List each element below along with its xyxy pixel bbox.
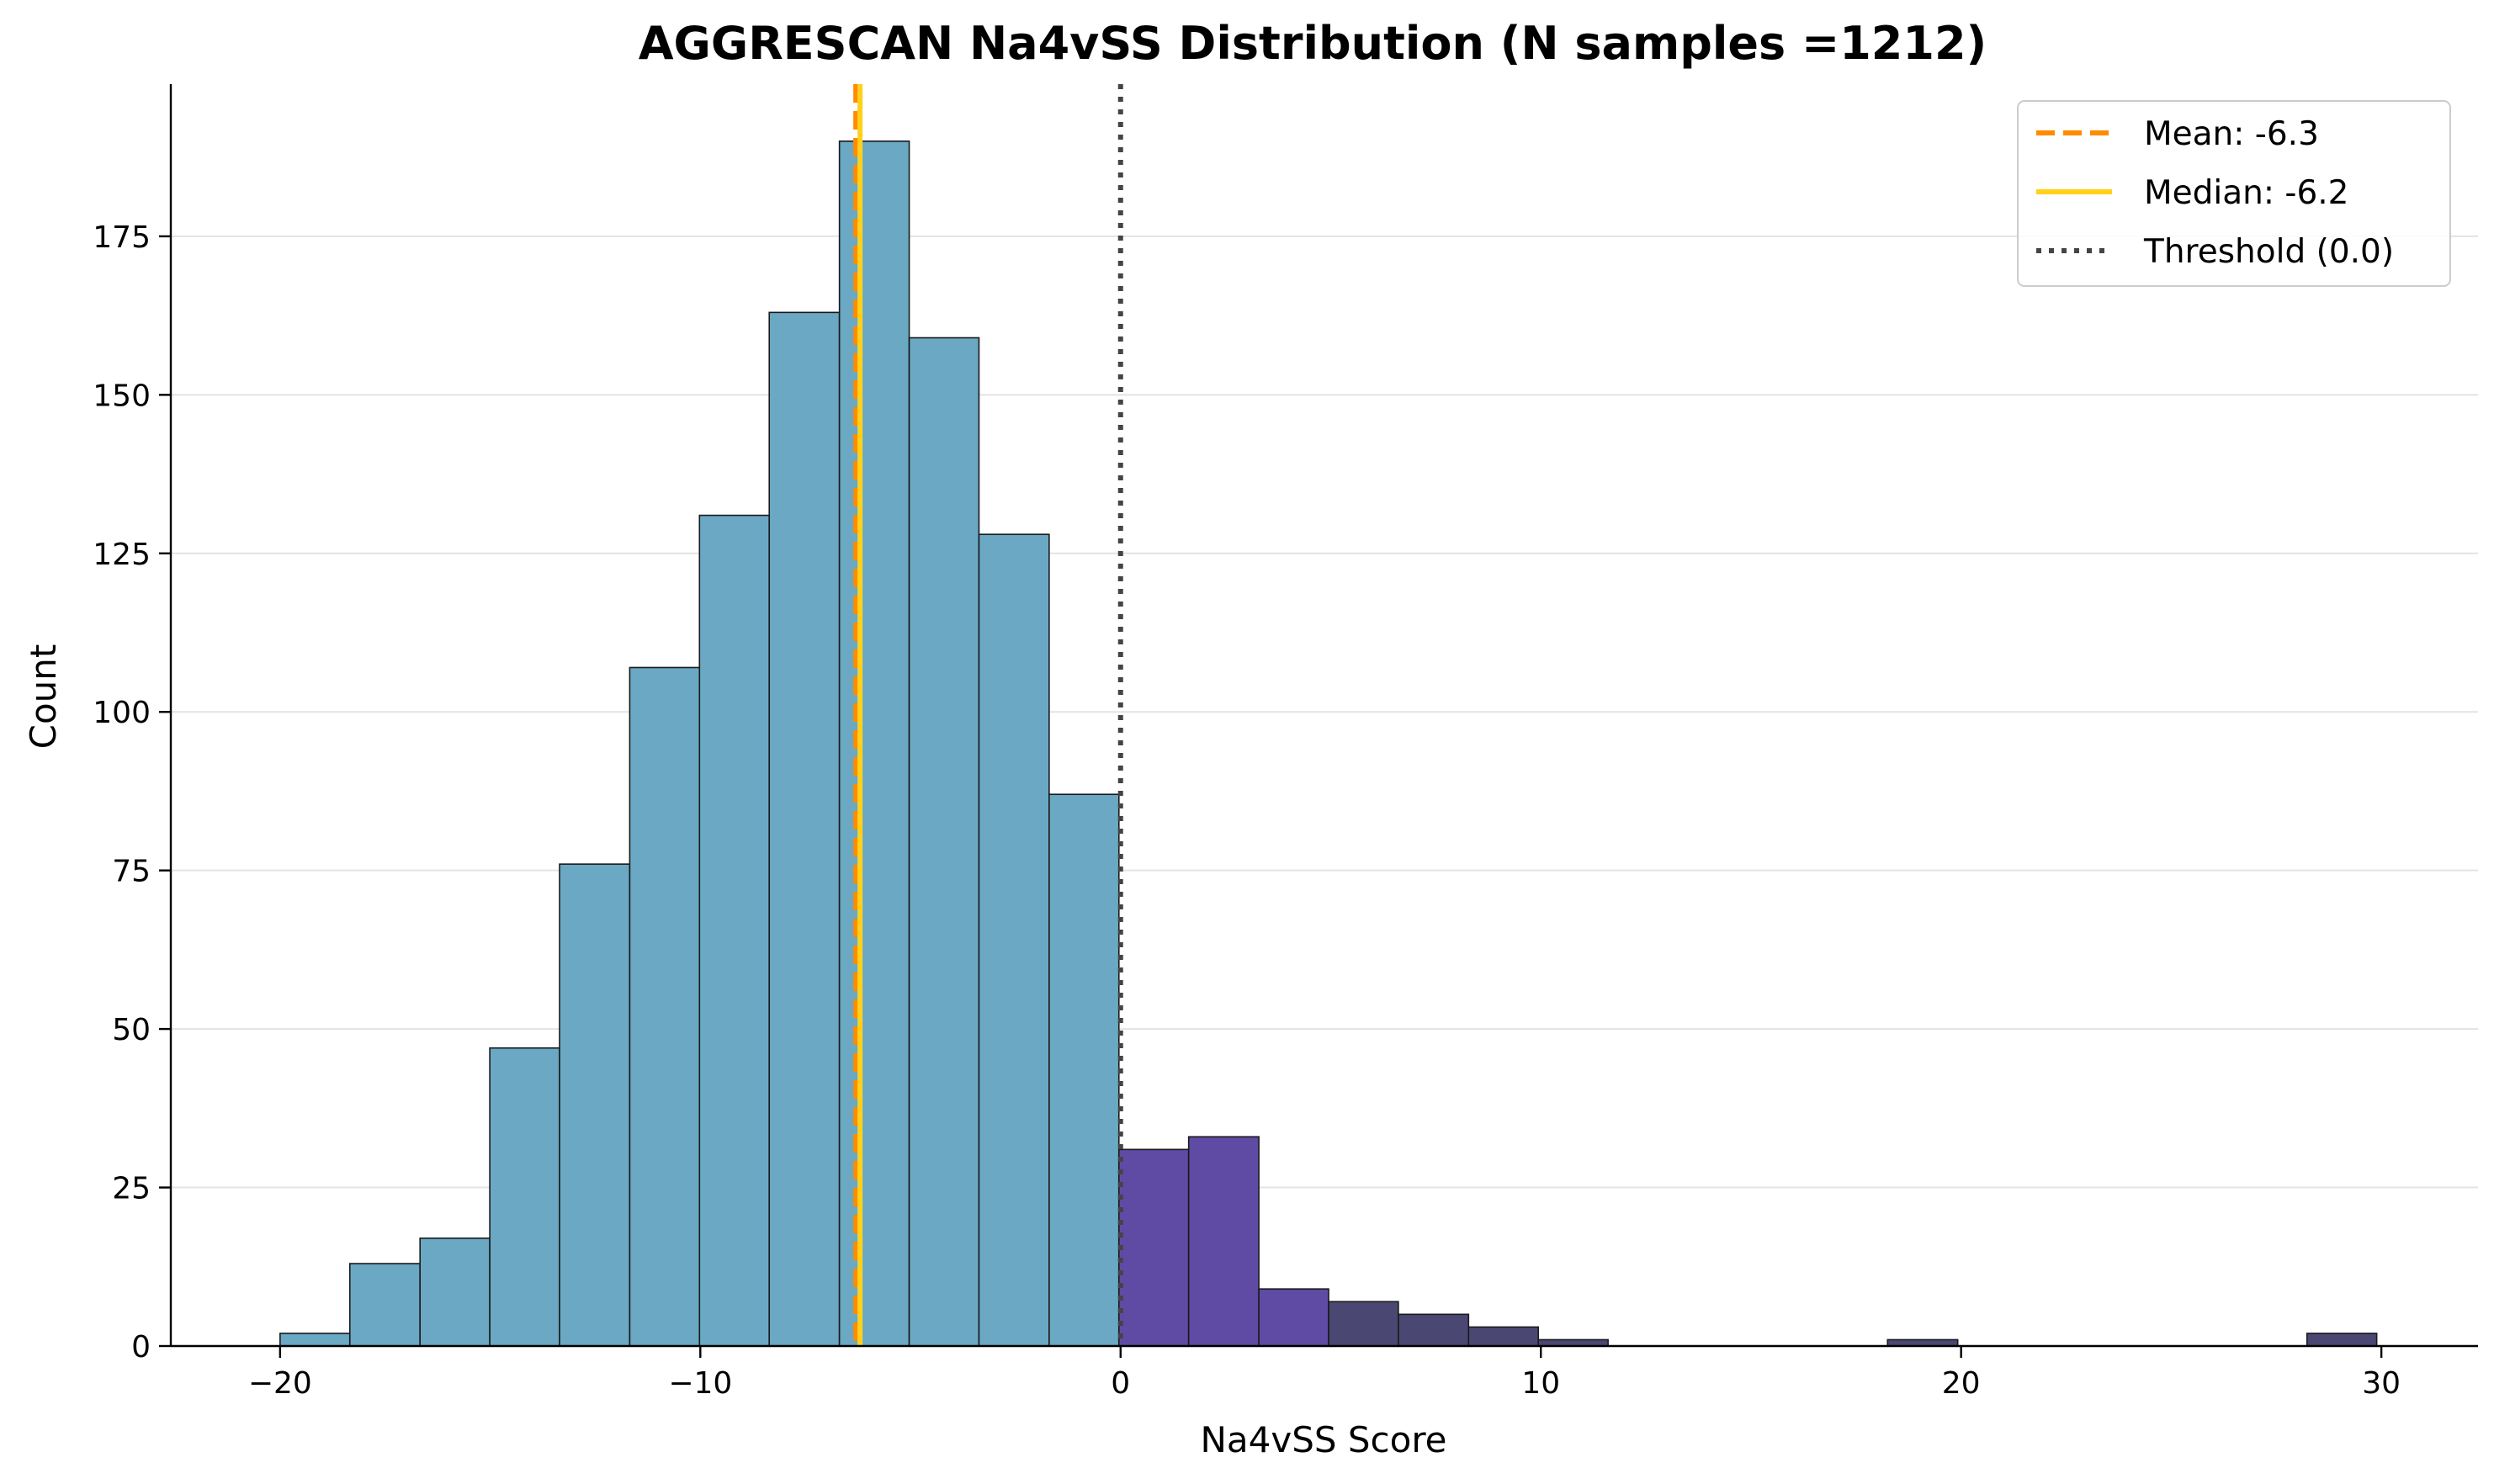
- x-axis-label: Na4vSS Score: [1200, 1419, 1446, 1460]
- histogram-bar-3: [489, 1047, 560, 1347]
- x-tick-label-3: 10: [1521, 1366, 1560, 1401]
- histogram-bar-8: [838, 140, 910, 1347]
- histogram-bar-17: [1467, 1326, 1540, 1347]
- x-tick-label-5: 30: [2362, 1366, 2401, 1401]
- legend-label-0: Mean: -6.3: [2144, 115, 2319, 153]
- y-tick-label-0: 0: [131, 1330, 151, 1365]
- histogram-bars: [279, 140, 2378, 1347]
- histogram-bar-6: [698, 514, 771, 1347]
- histogram-bar-1: [348, 1263, 421, 1347]
- axes: [169, 84, 2478, 1348]
- histogram-bar-11: [1048, 793, 1120, 1347]
- x-tick-label-2: 0: [1111, 1366, 1130, 1401]
- gridlines: [171, 235, 2478, 1189]
- y-tick-label-4: 100: [93, 696, 151, 730]
- y-tick-label-7: 175: [93, 220, 151, 255]
- y-axis-label: Count: [23, 644, 64, 750]
- x-tick-label-1: −10: [668, 1366, 732, 1401]
- y-tick-label-1: 25: [112, 1172, 151, 1206]
- x-axis-ticks: −20 −10 0 10 20 30: [248, 1346, 2401, 1401]
- y-tick-label-2: 50: [112, 1013, 151, 1047]
- legend-box: [2017, 100, 2451, 287]
- histogram-bar-16: [1398, 1313, 1470, 1347]
- histogram-bar-12: [1117, 1148, 1190, 1347]
- y-tick-label-3: 75: [112, 855, 151, 889]
- y-tick-label-6: 150: [93, 379, 151, 413]
- reference-lines: [853, 84, 1123, 1346]
- histogram-bar-0: [279, 1333, 351, 1347]
- legend-label-1: Median: -6.2: [2144, 174, 2348, 212]
- histogram-bar-20: [2306, 1333, 2378, 1347]
- histogram-bar-14: [1258, 1288, 1329, 1347]
- y-tick-label-5: 125: [93, 538, 151, 572]
- histogram-bar-4: [559, 863, 631, 1347]
- histogram-bar-15: [1328, 1301, 1399, 1347]
- histogram-bar-10: [978, 533, 1050, 1347]
- legend: Mean: -6.3 Median: -6.2 Threshold (0.0): [2017, 100, 2451, 287]
- x-tick-label-4: 20: [1942, 1366, 1981, 1401]
- x-tick-label-0: −20: [248, 1366, 312, 1401]
- chart-title: AGGRESCAN Na4vSS Distribution (N samples…: [639, 17, 1987, 70]
- y-axis-ticks: 0 25 50 75 100 125 150 175: [93, 220, 171, 1365]
- histogram-bar-2: [419, 1238, 491, 1347]
- histogram-bar-13: [1187, 1136, 1260, 1347]
- histogram-bar-9: [908, 337, 980, 1347]
- histogram-bar-5: [629, 666, 701, 1347]
- histogram-bar-7: [768, 311, 841, 1347]
- legend-label-2: Threshold (0.0): [2143, 233, 2394, 271]
